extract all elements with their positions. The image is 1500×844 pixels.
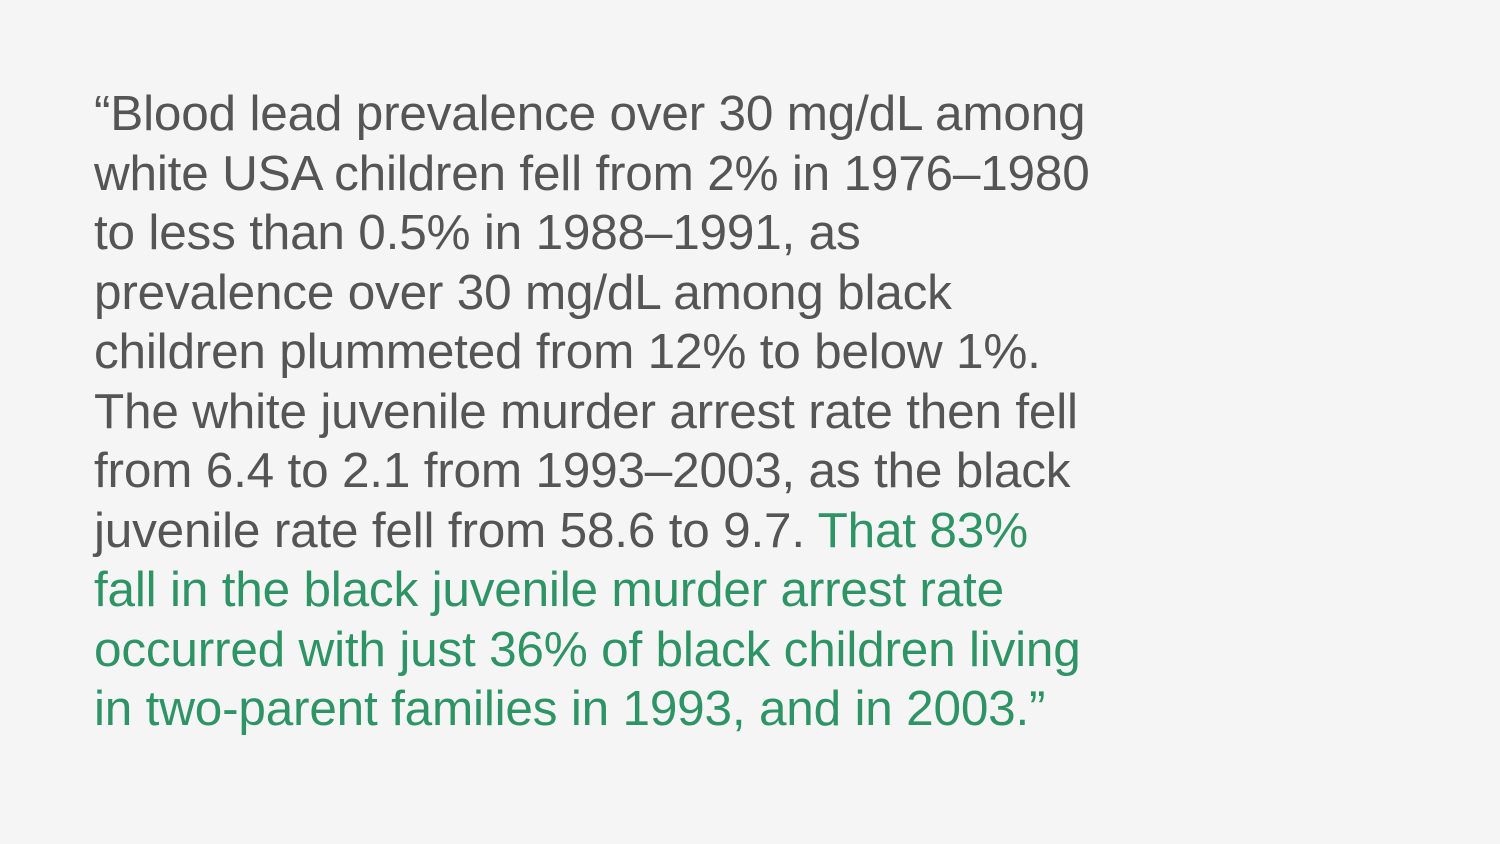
- quote-text-plain: white USA children fell from 2% in 1976–…: [94, 145, 1090, 201]
- quote-line: prevalence over 30 mg/dL among black: [94, 263, 1134, 323]
- quote-line: from 6.4 to 2.1 from 1993–2003, as the b…: [94, 441, 1134, 501]
- quote-text-highlight: That 83%: [817, 502, 1028, 558]
- quote-text-plain: to less than 0.5% in 1988–1991, as: [94, 205, 861, 260]
- quote-line: “Blood lead prevalence over 30 mg/dL amo…: [94, 84, 1134, 144]
- quote-text-plain: “Blood lead prevalence over 30 mg/dL amo…: [94, 86, 1086, 141]
- quote-text-highlight: fall in the black juvenile murder arrest…: [94, 562, 1004, 617]
- quote-line: occurred with just 36% of black children…: [94, 620, 1134, 680]
- quote-line: to less than 0.5% in 1988–1991, as: [94, 203, 1134, 263]
- quote-line: juvenile rate fell from 58.6 to 9.7. Tha…: [94, 501, 1134, 561]
- quote-text-highlight: in two-parent families in 1993, and in 2…: [94, 681, 1046, 736]
- quote-text: “Blood lead prevalence over 30 mg/dL amo…: [94, 84, 1134, 739]
- quote-text-highlight: occurred with just 36% of black children…: [94, 621, 1081, 677]
- quote-text-plain: The white juvenile murder arrest rate th…: [94, 383, 1078, 439]
- quote-text-plain: juvenile rate fell from 58.6 to 9.7.: [94, 502, 818, 558]
- quote-line: The white juvenile murder arrest rate th…: [94, 382, 1134, 442]
- quote-line: white USA children fell from 2% in 1976–…: [94, 144, 1134, 204]
- quote-line: in two-parent families in 1993, and in 2…: [94, 679, 1134, 739]
- quote-text-plain: prevalence over 30 mg/dL among black: [94, 264, 952, 320]
- quote-text-plain: children plummeted from 12% to below 1%.: [94, 324, 1041, 379]
- quote-line: children plummeted from 12% to below 1%.: [94, 322, 1134, 382]
- quote-text-plain: from 6.4 to 2.1 from 1993–2003, as the b…: [94, 443, 1071, 498]
- quote-line: fall in the black juvenile murder arrest…: [94, 560, 1134, 620]
